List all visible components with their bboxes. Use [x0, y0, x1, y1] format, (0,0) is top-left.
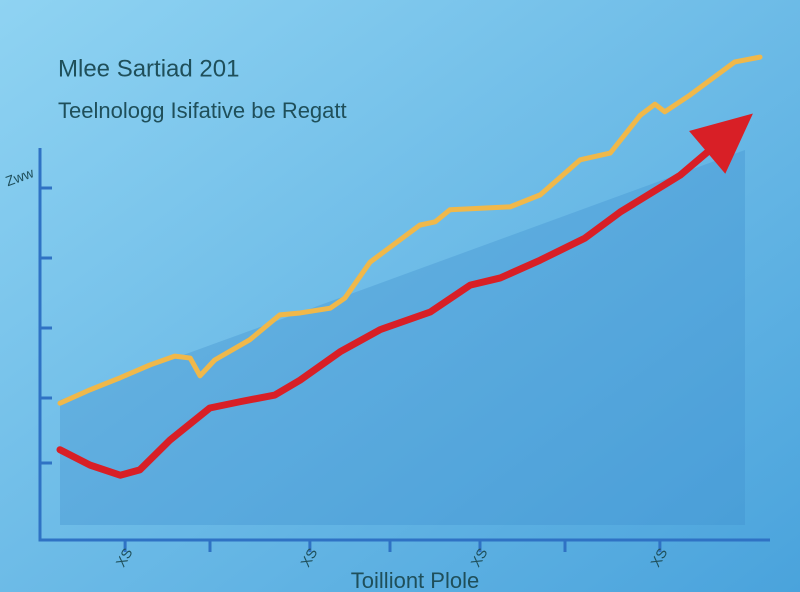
line-series — [56, 116, 749, 479]
axes — [38, 148, 770, 552]
chart-subtitle: Teelnologg Isifative be Regatt — [58, 98, 347, 123]
chart-title: Mlee Sartiad 201 — [58, 55, 239, 82]
x-axis-label: Toilliont Plole — [351, 568, 479, 592]
arrow-head — [689, 113, 753, 174]
line-series — [57, 54, 763, 406]
axis-line — [38, 148, 770, 542]
